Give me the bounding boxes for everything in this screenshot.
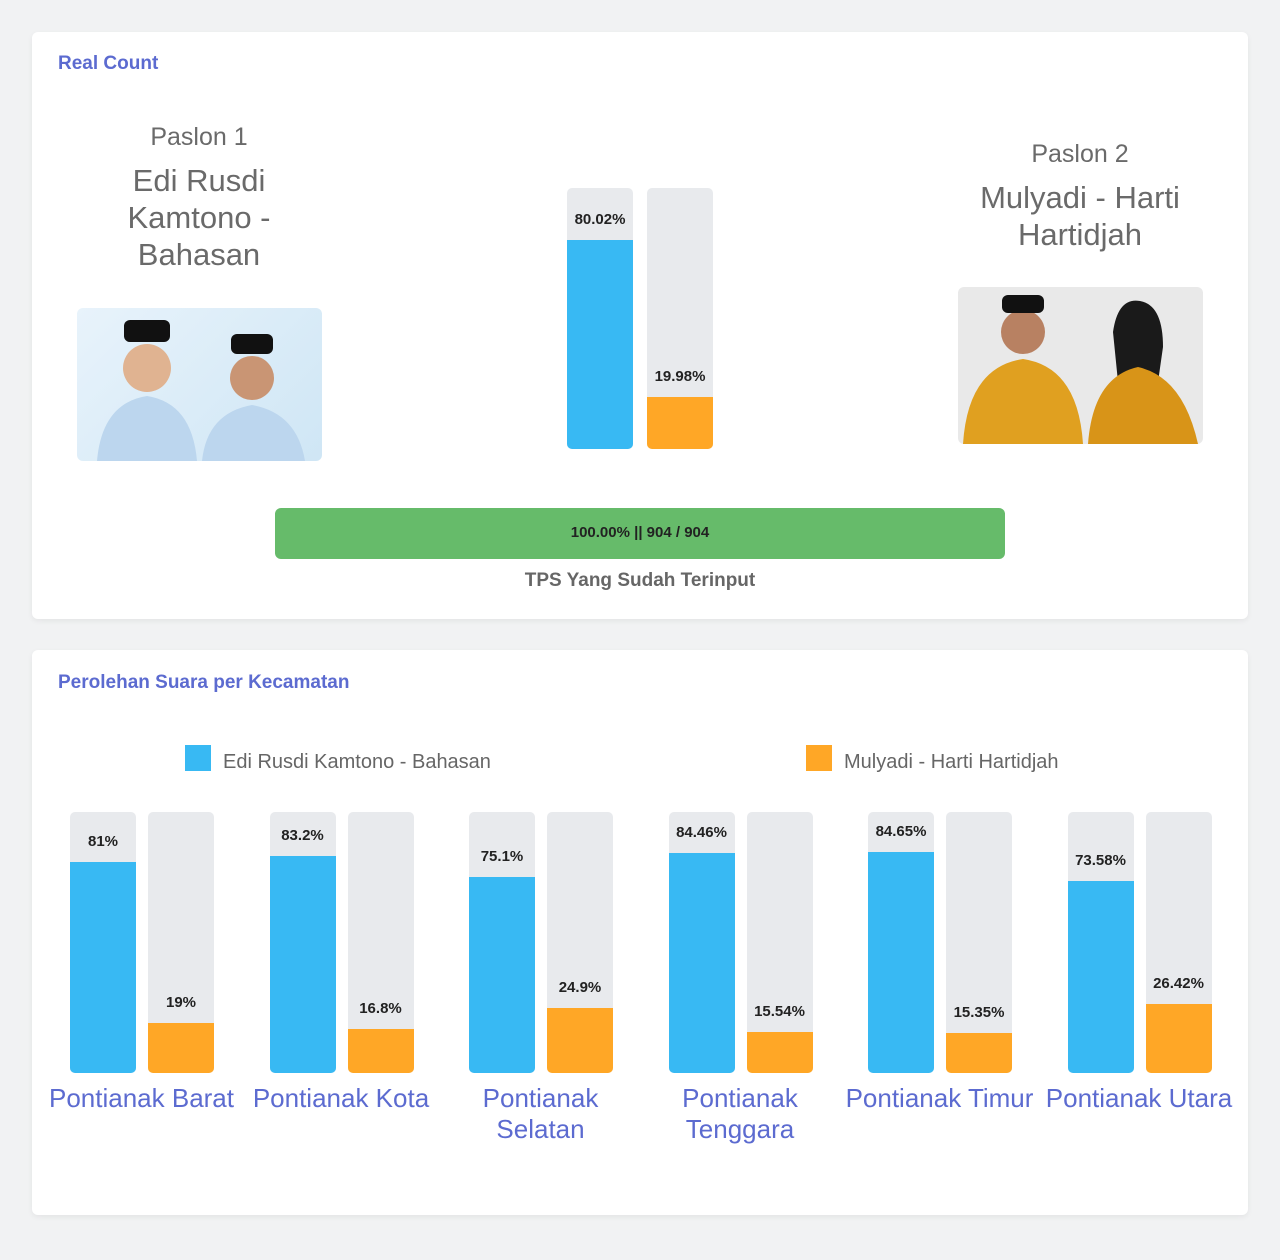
real-count-card: Real Count Paslon 1 Edi Rusdi Kamtono - … bbox=[32, 32, 1248, 619]
bar bbox=[746, 1032, 813, 1073]
bar bbox=[70, 861, 136, 1073]
value-label: 15.54% bbox=[754, 1003, 805, 1021]
candidate-photo bbox=[958, 287, 1203, 444]
value-label: 19.98% bbox=[654, 367, 706, 385]
bar bbox=[647, 396, 713, 449]
bar bbox=[547, 1008, 613, 1073]
bar-track: 19.98% bbox=[647, 188, 713, 449]
value-label: 84.46% bbox=[676, 823, 727, 841]
bar bbox=[668, 852, 735, 1073]
value-label: 15.35% bbox=[953, 1003, 1005, 1021]
bar bbox=[148, 1023, 214, 1073]
legend-label: Edi Rusdi Kamtono - Bahasan bbox=[223, 751, 491, 773]
bar bbox=[868, 852, 934, 1073]
bar-track: 19% bbox=[148, 812, 214, 1073]
bar-track: 16.8% bbox=[347, 812, 414, 1073]
photo-art bbox=[963, 295, 1198, 444]
candidate-number: Paslon 2 bbox=[1031, 140, 1129, 168]
bar-track: 26.42% bbox=[1145, 812, 1212, 1073]
bar-track: 81% bbox=[70, 812, 136, 1073]
bar-track: 24.9% bbox=[547, 812, 613, 1073]
candidate-number: Paslon 1 bbox=[150, 123, 248, 151]
bar bbox=[1067, 880, 1134, 1073]
value-label: 81% bbox=[87, 832, 119, 850]
bar bbox=[469, 877, 535, 1073]
category-label: Pontianak Barat bbox=[48, 1083, 234, 1113]
value-label: 80.02% bbox=[574, 211, 626, 229]
value-label: 16.8% bbox=[359, 1000, 402, 1018]
legend-swatch bbox=[185, 745, 211, 771]
bar-track: 84.46% bbox=[668, 812, 735, 1073]
bar-track: 80.02% bbox=[567, 188, 633, 449]
candidate-photo bbox=[77, 308, 322, 461]
progress-fill bbox=[275, 508, 1005, 559]
bar bbox=[946, 1032, 1012, 1073]
bar-track: 75.1% bbox=[469, 812, 535, 1073]
district-card: Perolehan Suara per Kecamatan bbox=[32, 650, 1248, 1215]
candidate-name: Mulyadi - Harti Hartidjah bbox=[980, 180, 1180, 252]
category-label: Pontianak Utara bbox=[1045, 1083, 1233, 1113]
bar-track: 15.35% bbox=[946, 812, 1012, 1073]
bar-track: 83.2% bbox=[269, 812, 336, 1073]
value-label: 75.1% bbox=[480, 848, 524, 865]
legend-label: Mulyadi - Harti Hartidjah bbox=[844, 751, 1059, 773]
progress-caption: TPS Yang Sudah Terinput bbox=[524, 570, 756, 591]
category-label: Pontianak Selatan bbox=[482, 1083, 599, 1144]
bar bbox=[1145, 1004, 1212, 1073]
value-label: 24.9% bbox=[558, 979, 602, 997]
category-label: Pontianak Kota bbox=[252, 1083, 430, 1113]
photo-art bbox=[97, 320, 305, 461]
candidate-name: Edi Rusdi Kamtono - Bahasan bbox=[127, 163, 271, 272]
category-label: Pontianak Tenggara bbox=[682, 1083, 798, 1144]
bar bbox=[567, 240, 633, 449]
bar bbox=[347, 1029, 414, 1073]
card-title: Real Count bbox=[58, 53, 159, 74]
bar-track: 15.54% bbox=[746, 812, 813, 1073]
bar bbox=[269, 855, 336, 1073]
progress-label: 100.00% || 904 / 904 bbox=[570, 524, 710, 541]
value-label: 73.58% bbox=[1075, 851, 1126, 869]
bar-track: 84.65% bbox=[868, 812, 934, 1073]
value-label: 26.42% bbox=[1153, 975, 1204, 993]
value-label: 19% bbox=[165, 994, 197, 1012]
legend-swatch bbox=[806, 745, 832, 771]
card-title: Perolehan Suara per Kecamatan bbox=[58, 672, 350, 693]
category-label: Pontianak Timur bbox=[845, 1083, 1034, 1113]
value-label: 84.65% bbox=[875, 823, 927, 841]
progress-track: 100.00% || 904 / 904 bbox=[275, 508, 1005, 559]
value-label: 83.2% bbox=[281, 826, 324, 844]
bar-track: 73.58% bbox=[1067, 812, 1134, 1073]
